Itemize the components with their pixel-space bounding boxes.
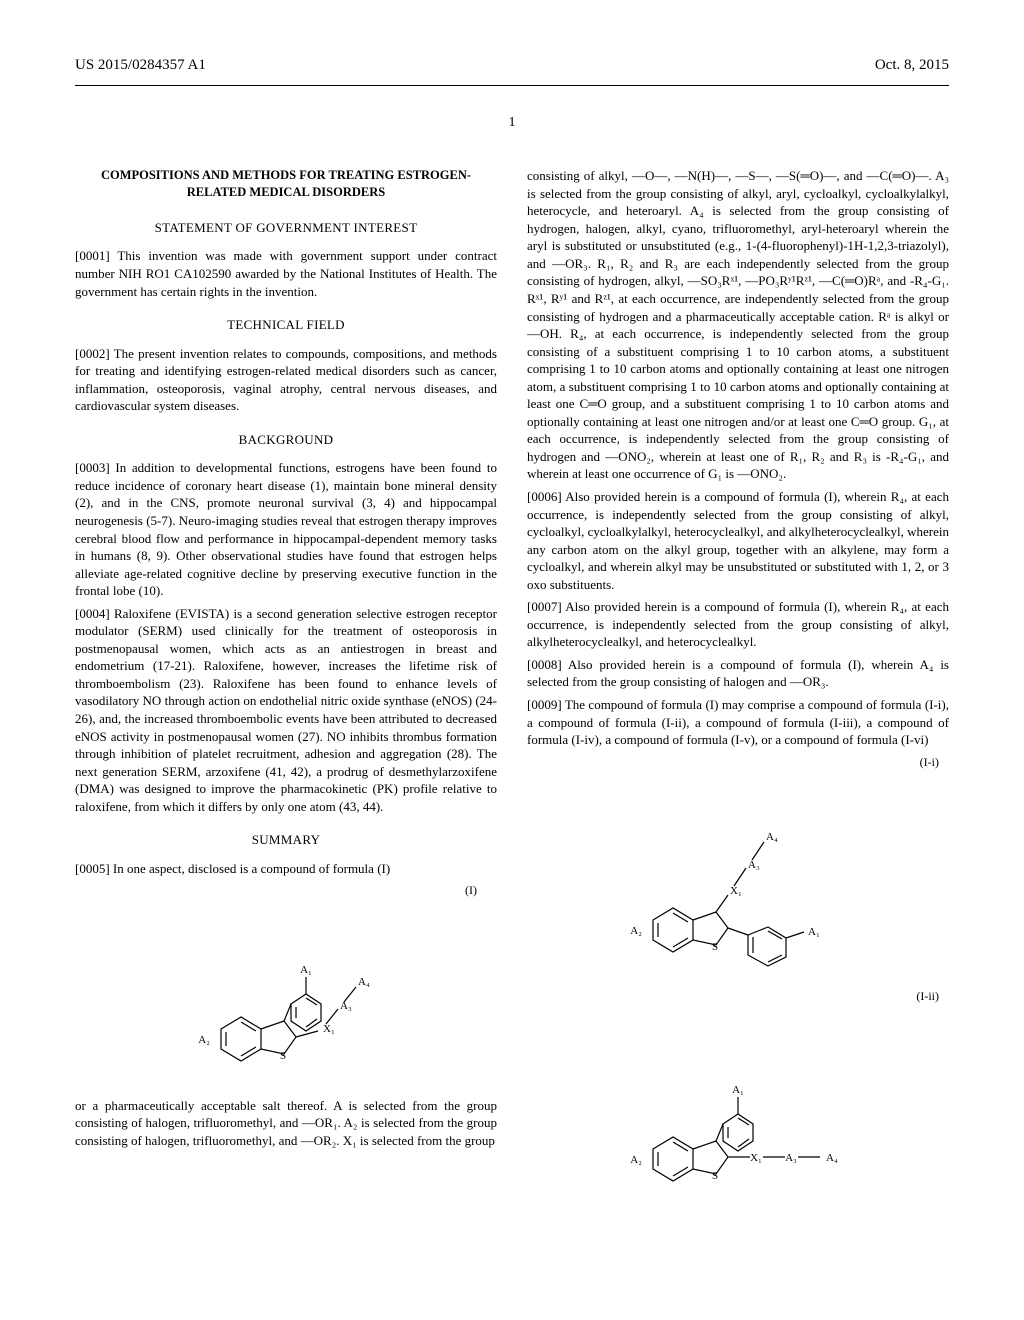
svg-text:X₁: X₁: [730, 885, 742, 897]
para-0004: [0004] Raloxifene (EVISTA) is a second g…: [75, 605, 497, 816]
publication-number: US 2015/0284357 A1: [75, 55, 206, 75]
para-num: [0001]: [75, 248, 110, 263]
para-text: The present invention relates to compoun…: [75, 346, 497, 414]
para-num: [0004]: [75, 606, 110, 621]
para-text: This invention was made with government …: [75, 248, 497, 298]
para-num: [0009]: [527, 697, 562, 712]
svg-text:S: S: [280, 1050, 286, 1062]
para-0005: [0005] In one aspect, disclosed is a com…: [75, 860, 497, 878]
para-text: Also provided herein is a compound of fo…: [527, 599, 949, 649]
svg-text:A₁: A₁: [732, 1084, 744, 1096]
page-number: 1: [75, 114, 949, 133]
para-num: [0008]: [527, 657, 562, 672]
svg-text:A₁: A₁: [808, 926, 820, 938]
document-title: COMPOSITIONS AND METHODS FOR TREATING ES…: [75, 167, 497, 201]
formula-Ii-label: (I-i): [527, 754, 949, 770]
svg-text:A₁: A₁: [300, 964, 312, 976]
para-continued: consisting of alkyl, —O—, —N(H)—, —S—, —…: [527, 167, 949, 483]
section-summary-heading: SUMMARY: [75, 831, 497, 849]
para-0009: [0009] The compound of formula (I) may c…: [527, 696, 949, 749]
para-text: The compound of formula (I) may comprise…: [527, 697, 949, 747]
formula-I-structure: A₂ A₁ S X₁ A₃ A₄: [75, 909, 497, 1079]
para-text: In addition to developmental functions, …: [75, 460, 497, 598]
svg-text:A₄: A₄: [766, 831, 778, 843]
svg-text:A₄: A₄: [358, 976, 370, 988]
para-0003: [0003] In addition to developmental func…: [75, 459, 497, 599]
formula-I-label: (I): [75, 882, 497, 898]
left-column: COMPOSITIONS AND METHODS FOR TREATING ES…: [75, 167, 497, 1207]
section-background-heading: BACKGROUND: [75, 431, 497, 449]
para-text: In one aspect, disclosed is a compound o…: [110, 861, 391, 876]
formula-Ii-structure: A₂ S A₁ X₁ A₃ A₄: [527, 780, 949, 970]
svg-text:A₃: A₃: [785, 1152, 797, 1164]
formula-Iii-label: (I-ii): [527, 988, 949, 1004]
para-text: Raloxifene (EVISTA) is a second generati…: [75, 606, 497, 814]
svg-text:A₂: A₂: [198, 1034, 210, 1046]
para-0007: [0007] Also provided herein is a compoun…: [527, 598, 949, 651]
para-num: [0002]: [75, 346, 110, 361]
section-gov-interest-heading: STATEMENT OF GOVERNMENT INTEREST: [75, 219, 497, 237]
svg-text:X₁: X₁: [750, 1152, 762, 1164]
right-column: consisting of alkyl, —O—, —N(H)—, —S—, —…: [527, 167, 949, 1207]
para-0001: [0001] This invention was made with gove…: [75, 247, 497, 300]
svg-text:A₂: A₂: [630, 925, 642, 937]
para-text: Also provided herein is a compound of fo…: [527, 657, 949, 690]
para-after-formula-I: or a pharmaceutically acceptable salt th…: [75, 1097, 497, 1150]
svg-text:A₃: A₃: [340, 1000, 352, 1012]
para-num: [0003]: [75, 460, 110, 475]
para-num: [0005]: [75, 861, 110, 876]
para-text: Also provided herein is a compound of fo…: [527, 489, 949, 592]
header-rule: [75, 85, 949, 86]
svg-text:A₂: A₂: [630, 1154, 642, 1166]
svg-text:A₃: A₃: [748, 859, 760, 871]
svg-text:S: S: [712, 1170, 718, 1182]
para-0008: [0008] Also provided herein is a compoun…: [527, 656, 949, 691]
svg-text:S: S: [712, 941, 718, 953]
para-0002: [0002] The present invention relates to …: [75, 345, 497, 415]
section-tech-field-heading: TECHNICAL FIELD: [75, 316, 497, 334]
publication-date: Oct. 8, 2015: [875, 55, 949, 75]
para-num: [0007]: [527, 599, 562, 614]
svg-text:A₄: A₄: [826, 1152, 838, 1164]
formula-Iii-structure: A₂ S A₁ X₁ A₃ A₄: [527, 1014, 949, 1189]
para-0006: [0006] Also provided herein is a compoun…: [527, 488, 949, 593]
svg-text:X₁: X₁: [323, 1023, 335, 1035]
para-num: [0006]: [527, 489, 562, 504]
